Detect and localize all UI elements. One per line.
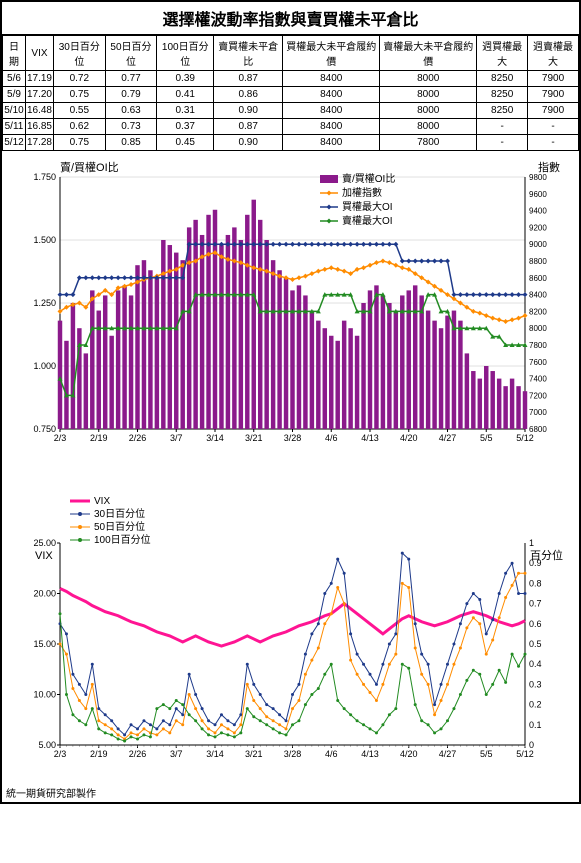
svg-text:30日百分位: 30日百分位	[94, 507, 145, 520]
chart1-area: 賣/買權OI比指數0.7501.0001.2501.5001.750680070…	[2, 151, 579, 467]
svg-text:1.750: 1.750	[33, 172, 56, 182]
svg-text:2/19: 2/19	[90, 749, 108, 759]
svg-text:15.00: 15.00	[33, 639, 56, 649]
svg-text:9200: 9200	[529, 223, 547, 232]
svg-text:2/3: 2/3	[54, 749, 67, 759]
svg-text:賣/買權OI比: 賣/買權OI比	[60, 160, 119, 174]
svg-text:10.00: 10.00	[33, 690, 56, 700]
chart1-svg: 賣/買權OI比指數0.7501.0001.2501.5001.750680070…	[10, 159, 570, 459]
svg-text:7400: 7400	[529, 375, 547, 384]
svg-text:0.4: 0.4	[529, 659, 542, 669]
table-header: 週賣權最大	[528, 36, 579, 71]
table-row: 5/1016.480.550.630.310.90840080008250790…	[3, 103, 579, 119]
svg-text:4/13: 4/13	[361, 433, 379, 443]
svg-text:8000: 8000	[529, 324, 547, 333]
svg-text:0.6: 0.6	[529, 619, 542, 629]
svg-text:賣/買權OI比: 賣/買權OI比	[342, 172, 395, 185]
table-header: VIX	[25, 36, 53, 71]
svg-text:100日百分位: 100日百分位	[94, 533, 151, 546]
svg-text:7200: 7200	[529, 391, 547, 400]
svg-text:0.1: 0.1	[529, 720, 542, 730]
chart2-svg: VIX30日百分位50日百分位100日百分位VIX百分位5.0010.0015.…	[10, 475, 570, 775]
svg-text:8800: 8800	[529, 257, 547, 266]
svg-text:VIX: VIX	[35, 550, 53, 562]
svg-text:2/3: 2/3	[54, 433, 67, 443]
svg-text:0.2: 0.2	[529, 700, 542, 710]
svg-text:9400: 9400	[529, 207, 547, 216]
svg-text:3/14: 3/14	[206, 749, 224, 759]
table-header: 買權最大未平倉履約價	[283, 36, 380, 71]
svg-text:4/6: 4/6	[325, 433, 338, 443]
svg-text:8200: 8200	[529, 307, 547, 316]
svg-text:0.7: 0.7	[529, 599, 542, 609]
data-table: 日期VIX30日百分位50日百分位100日百分位賣買權未平倉比買權最大未平倉履約…	[2, 35, 579, 151]
page-container: 選擇權波動率指數與賣買權未平倉比 日期VIX30日百分位50日百分位100日百分…	[0, 0, 581, 804]
table-row: 5/1116.850.620.730.370.8784008000--	[3, 119, 579, 135]
svg-text:1.500: 1.500	[33, 235, 56, 245]
table-row: 5/917.200.750.790.410.868400800082507900	[3, 87, 579, 103]
svg-text:5/5: 5/5	[480, 749, 493, 759]
svg-text:3/28: 3/28	[284, 749, 302, 759]
svg-text:3/7: 3/7	[170, 433, 183, 443]
svg-text:1.250: 1.250	[33, 298, 56, 308]
svg-text:5/5: 5/5	[480, 433, 493, 443]
svg-text:9600: 9600	[529, 190, 547, 199]
svg-text:0.5: 0.5	[529, 639, 542, 649]
svg-text:5/12: 5/12	[516, 749, 534, 759]
svg-text:0.750: 0.750	[33, 424, 56, 434]
svg-text:5/12: 5/12	[516, 433, 534, 443]
svg-text:3/7: 3/7	[170, 749, 183, 759]
table-header: 100日百分位	[157, 36, 214, 71]
svg-text:1.000: 1.000	[33, 361, 56, 371]
svg-text:2/26: 2/26	[129, 749, 147, 759]
page-title: 選擇權波動率指數與賣買權未平倉比	[2, 2, 579, 35]
svg-text:3/21: 3/21	[245, 433, 263, 443]
table-row: 5/1217.280.750.850.450.9084007800--	[3, 135, 579, 151]
table-header: 賣買權未平倉比	[214, 36, 283, 71]
svg-text:7800: 7800	[529, 341, 547, 350]
svg-text:0.3: 0.3	[529, 679, 542, 689]
svg-text:20.00: 20.00	[33, 589, 56, 599]
table-row: 5/617.190.720.770.390.878400800082507900	[3, 71, 579, 87]
svg-text:3/14: 3/14	[206, 433, 224, 443]
svg-text:9000: 9000	[529, 240, 547, 249]
table-header: 50日百分位	[105, 36, 157, 71]
svg-text:VIX: VIX	[94, 496, 110, 507]
svg-text:50日百分位: 50日百分位	[94, 520, 145, 533]
svg-text:4/20: 4/20	[400, 749, 418, 759]
svg-text:9800: 9800	[529, 173, 547, 182]
svg-text:買權最大OI: 買權最大OI	[342, 200, 393, 213]
svg-text:8600: 8600	[529, 274, 547, 283]
footer-text: 統一期貨研究部製作	[2, 783, 579, 802]
svg-text:3/28: 3/28	[284, 433, 302, 443]
svg-text:1: 1	[529, 538, 534, 548]
svg-text:0.9: 0.9	[529, 558, 542, 568]
svg-text:加權指數: 加權指數	[342, 186, 382, 199]
svg-text:8400: 8400	[529, 291, 547, 300]
svg-text:3/21: 3/21	[245, 749, 263, 759]
svg-text:25.00: 25.00	[33, 538, 56, 548]
table-header: 週買權最大	[477, 36, 528, 71]
svg-text:4/27: 4/27	[439, 749, 457, 759]
svg-text:4/27: 4/27	[439, 433, 457, 443]
svg-text:4/13: 4/13	[361, 749, 379, 759]
svg-text:賣權最大OI: 賣權最大OI	[342, 214, 393, 227]
svg-text:7000: 7000	[529, 408, 547, 417]
svg-text:2/26: 2/26	[129, 433, 147, 443]
table-header: 日期	[3, 36, 26, 71]
svg-text:指數: 指數	[538, 160, 560, 174]
svg-text:2/19: 2/19	[90, 433, 108, 443]
svg-text:0.8: 0.8	[529, 578, 542, 588]
table-header: 賣權最大未平倉履約價	[380, 36, 477, 71]
chart2-area: VIX30日百分位50日百分位100日百分位VIX百分位5.0010.0015.…	[2, 467, 579, 783]
svg-text:4/20: 4/20	[400, 433, 418, 443]
svg-text:7600: 7600	[529, 358, 547, 367]
table-header: 30日百分位	[53, 36, 105, 71]
svg-text:4/6: 4/6	[325, 749, 338, 759]
